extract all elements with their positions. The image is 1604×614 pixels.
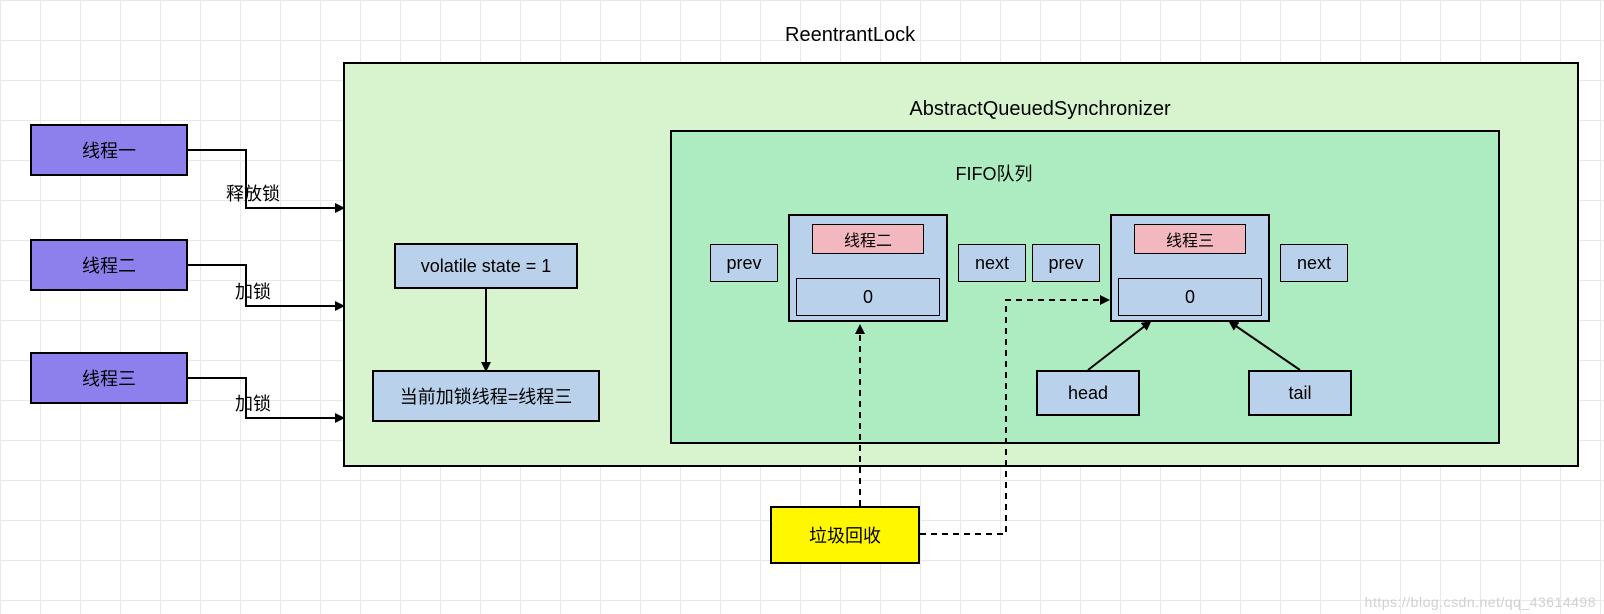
node-thread-3-value-label: 0 bbox=[1185, 287, 1195, 308]
node-thread-2-next: next bbox=[958, 244, 1026, 282]
aqs-title: AbstractQueuedSynchronizer bbox=[840, 98, 1240, 121]
node-thread-3-next-label: next bbox=[1297, 253, 1331, 274]
node-thread-2-next-label: next bbox=[975, 253, 1009, 274]
node-thread-3-value: 0 bbox=[1118, 278, 1262, 316]
tail-label: tail bbox=[1288, 383, 1311, 404]
thread-1-arrow-label: 释放锁 bbox=[226, 180, 280, 206]
node-thread-3-next: next bbox=[1280, 244, 1348, 282]
volatile-state-label: volatile state = 1 bbox=[421, 256, 552, 277]
thread-1-box: 线程一 bbox=[30, 124, 188, 176]
reentrant-lock-title: ReentrantLock bbox=[785, 24, 915, 47]
current-thread-box: 当前加锁线程=线程三 bbox=[372, 370, 600, 422]
node-thread-2-thread: 线程二 bbox=[812, 224, 924, 254]
thread-2-arrow-label: 加锁 bbox=[235, 278, 271, 304]
current-thread-label: 当前加锁线程=线程三 bbox=[400, 383, 573, 409]
thread-3-arrow-label: 加锁 bbox=[235, 390, 271, 416]
node-thread-2-prev-label: prev bbox=[726, 253, 761, 274]
node-thread-3-thread-label: 线程三 bbox=[1166, 227, 1214, 251]
tail-box: tail bbox=[1248, 370, 1352, 416]
volatile-state-box: volatile state = 1 bbox=[394, 243, 578, 289]
thread-2-box: 线程二 bbox=[30, 239, 188, 291]
node-thread-3-prev-label: prev bbox=[1048, 253, 1083, 274]
head-box: head bbox=[1036, 370, 1140, 416]
watermark: https://blog.csdn.net/qq_43614498 bbox=[1365, 594, 1596, 610]
node-thread-3-thread: 线程三 bbox=[1134, 224, 1246, 254]
node-thread-2-thread-label: 线程二 bbox=[844, 227, 892, 251]
head-label: head bbox=[1068, 383, 1108, 404]
node-thread-2-value-label: 0 bbox=[863, 287, 873, 308]
node-thread-3-prev: prev bbox=[1032, 244, 1100, 282]
thread-2-label: 线程二 bbox=[82, 252, 136, 278]
gc-label: 垃圾回收 bbox=[809, 522, 881, 548]
node-thread-2-value: 0 bbox=[796, 278, 940, 316]
thread-3-box: 线程三 bbox=[30, 352, 188, 404]
thread-1-label: 线程一 bbox=[82, 137, 136, 163]
thread-3-label: 线程三 bbox=[82, 365, 136, 391]
gc-box: 垃圾回收 bbox=[770, 506, 920, 564]
node-thread-2-prev: prev bbox=[710, 244, 778, 282]
fifo-label: FIFO队列 bbox=[934, 160, 1054, 186]
